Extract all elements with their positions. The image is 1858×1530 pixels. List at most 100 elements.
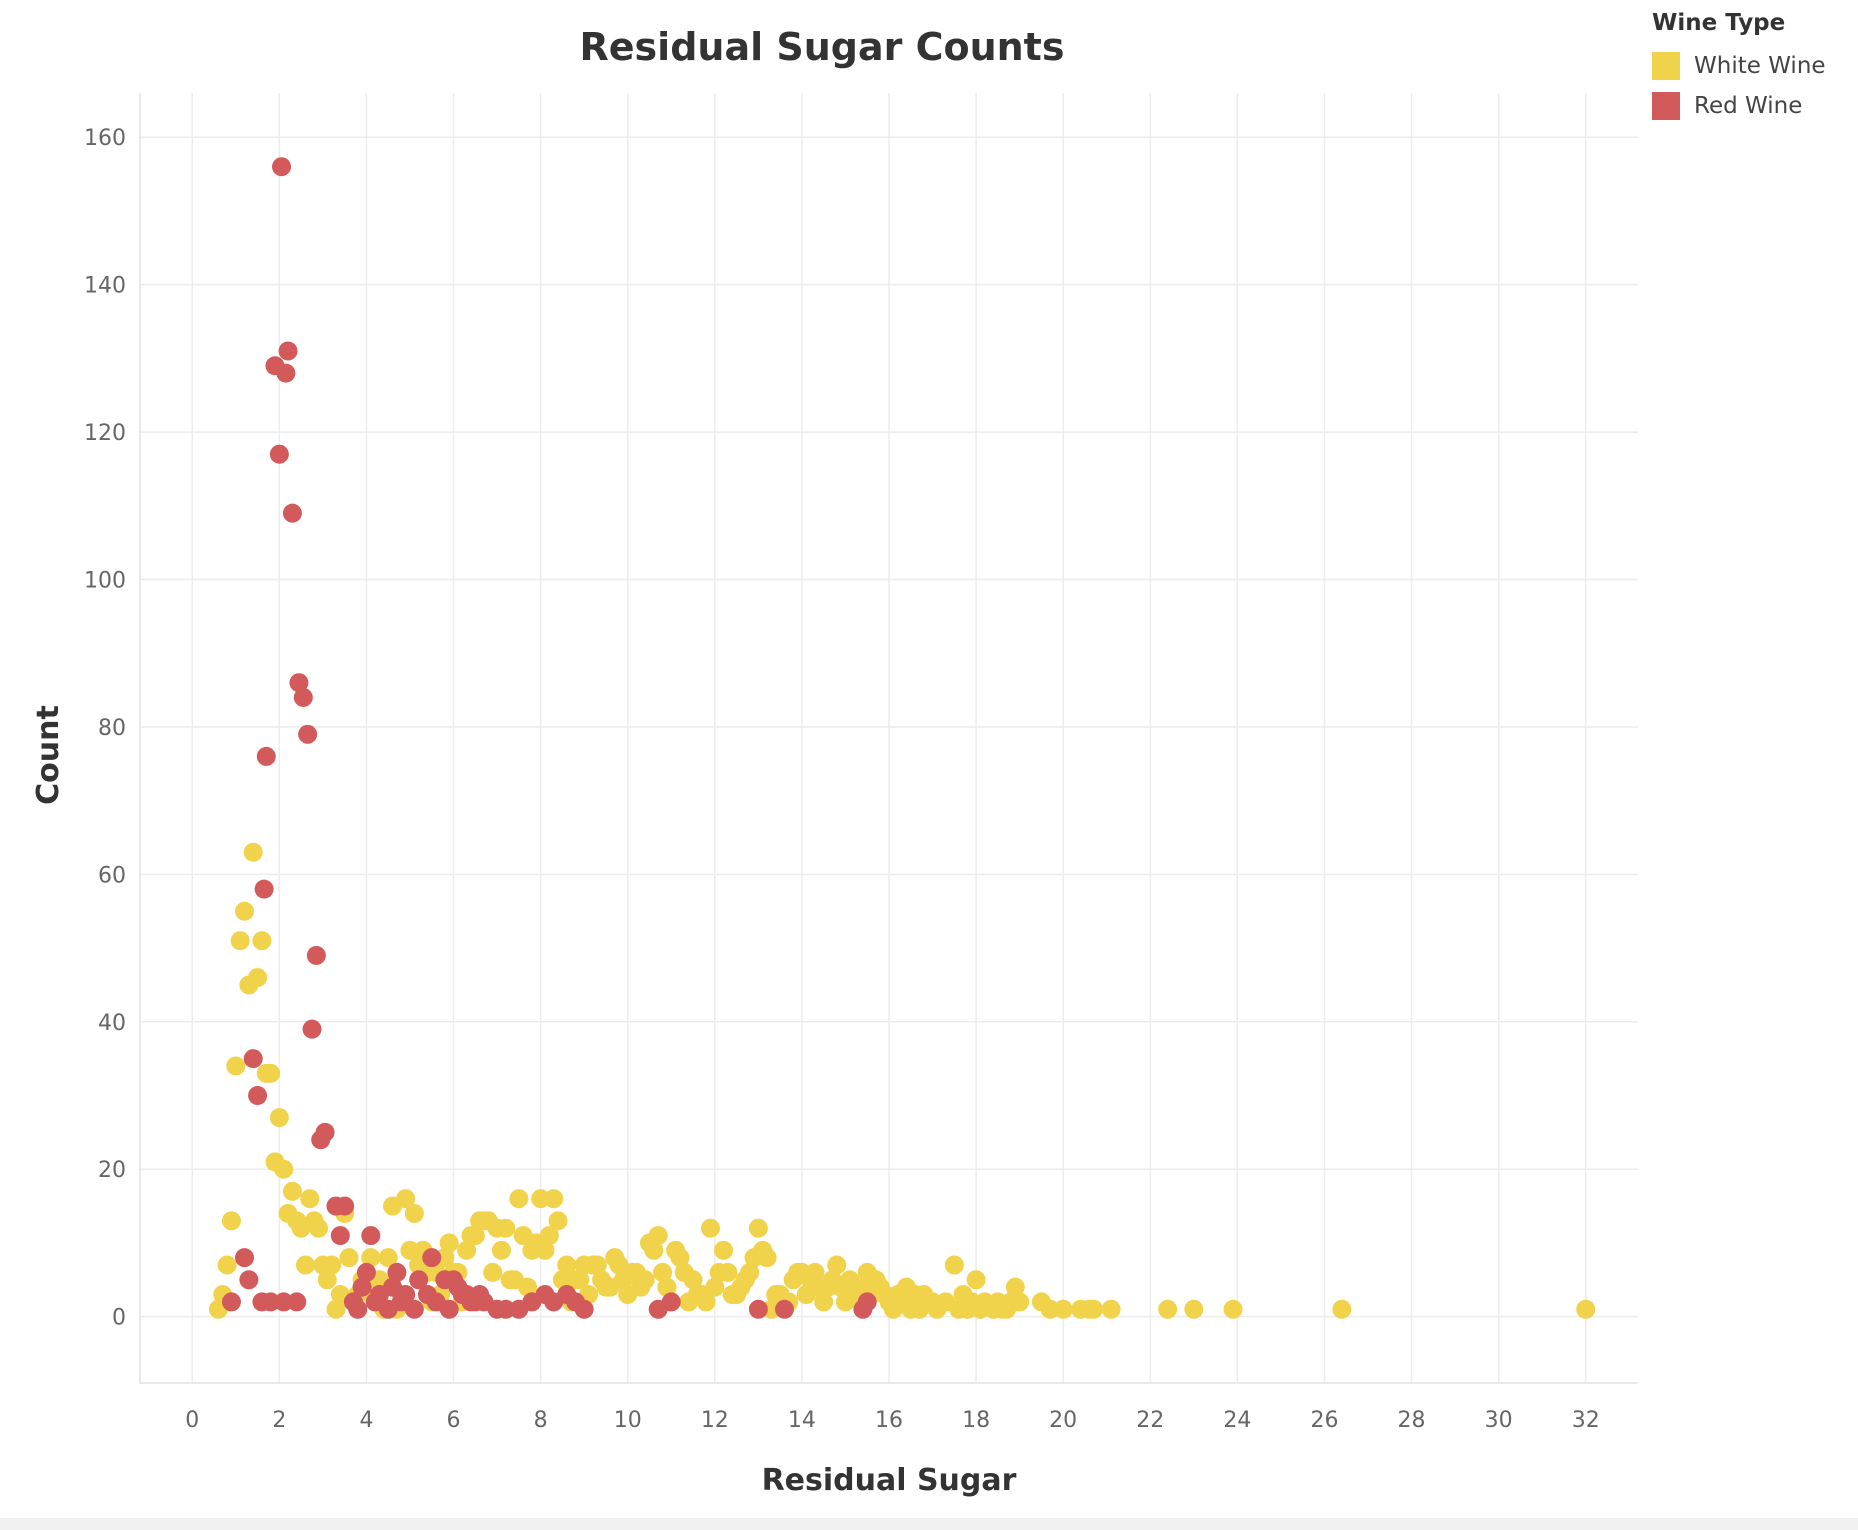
legend-item-red-wine[interactable]: Red Wine <box>1652 86 1852 126</box>
data-point-white-wine <box>648 1226 668 1246</box>
data-point-red-wine <box>261 1292 281 1312</box>
data-point-red-wine <box>439 1299 459 1319</box>
data-point-red-wine <box>661 1292 681 1312</box>
data-point-white-wine <box>1101 1299 1121 1319</box>
legend-item-white-wine[interactable]: White Wine <box>1652 46 1852 86</box>
data-point-red-wine <box>361 1226 381 1246</box>
data-point-white-wine <box>295 1255 315 1275</box>
legend-label-white-wine: White Wine <box>1694 53 1826 79</box>
x-tick-label: 30 <box>1485 1408 1513 1433</box>
data-point-white-wine <box>518 1277 538 1297</box>
legend-swatch-white-wine <box>1652 52 1680 80</box>
data-point-red-wine <box>248 1086 268 1106</box>
data-point-white-wine <box>696 1292 716 1312</box>
data-point-white-wine <box>439 1233 459 1253</box>
data-point-red-wine <box>298 724 318 744</box>
x-tick-label: 6 <box>447 1408 461 1433</box>
data-point-red-wine <box>282 503 302 523</box>
y-tick-label: 160 <box>84 126 126 151</box>
data-point-white-wine <box>309 1218 329 1238</box>
data-point-red-wine <box>422 1248 442 1268</box>
data-point-red-wine <box>404 1299 424 1319</box>
x-tick-label: 32 <box>1572 1408 1600 1433</box>
x-tick-label: 22 <box>1136 1408 1164 1433</box>
data-point-red-wine <box>335 1196 355 1216</box>
data-point-white-wine <box>322 1255 342 1275</box>
x-tick-label: 4 <box>359 1408 373 1433</box>
x-tick-label: 20 <box>1049 1408 1077 1433</box>
data-point-white-wine <box>317 1270 337 1290</box>
data-point-red-wine <box>289 673 309 693</box>
data-point-white-wine <box>221 1211 241 1231</box>
data-point-white-wine <box>1040 1299 1060 1319</box>
x-axis-ticks: 0 2 4 6 8 10 12 14 16 18 20 22 24 26 28 30 32 <box>185 1408 1599 1433</box>
data-point-white-wine <box>404 1203 424 1223</box>
y-tick-label: 20 <box>98 1158 126 1183</box>
data-point-white-wine <box>805 1262 825 1282</box>
data-point-red-wine <box>409 1270 429 1290</box>
data-point-white-wine <box>1576 1299 1596 1319</box>
x-tick-label: 0 <box>185 1408 199 1433</box>
data-point-white-wine <box>235 901 255 921</box>
data-point-white-wine <box>230 931 250 951</box>
data-point-white-wine <box>361 1248 381 1268</box>
data-point-white-wine <box>491 1240 511 1260</box>
data-point-white-wine <box>274 1159 294 1179</box>
data-point-white-wine <box>300 1189 320 1209</box>
data-point-white-wine <box>544 1189 564 1209</box>
data-point-white-wine <box>714 1240 734 1260</box>
data-point-white-wine <box>483 1262 503 1282</box>
data-point-red-wine <box>356 1262 376 1282</box>
data-point-red-wine <box>221 1292 241 1312</box>
data-point-white-wine <box>282 1181 302 1201</box>
data-point-white-wine <box>570 1270 590 1290</box>
data-point-red-wine <box>857 1292 877 1312</box>
data-point-white-wine <box>705 1277 725 1297</box>
data-point-red-wine <box>276 363 296 383</box>
data-point-white-wine <box>378 1248 398 1268</box>
data-point-red-wine <box>396 1285 416 1305</box>
legend-swatch-red-wine <box>1652 92 1680 120</box>
data-point-white-wine <box>509 1189 529 1209</box>
data-point-white-wine <box>740 1262 760 1282</box>
data-point-red-wine <box>330 1226 350 1246</box>
data-point-red-wine <box>302 1019 322 1039</box>
data-point-white-wine <box>261 1063 281 1083</box>
data-point-red-wine <box>278 341 298 361</box>
data-point-red-wine <box>287 1292 307 1312</box>
gridlines <box>139 93 1638 1384</box>
data-point-red-wine <box>239 1270 259 1290</box>
data-point-red-wine <box>496 1299 516 1319</box>
x-tick-label: 28 <box>1398 1408 1426 1433</box>
y-tick-label: 40 <box>98 1011 126 1036</box>
x-tick-label: 8 <box>534 1408 548 1433</box>
x-tick-label: 12 <box>701 1408 729 1433</box>
data-point-white-wine <box>587 1255 607 1275</box>
x-tick-label: 2 <box>272 1408 286 1433</box>
data-point-red-wine <box>256 746 276 766</box>
data-point-white-wine <box>700 1218 720 1238</box>
data-point-white-wine <box>465 1226 485 1246</box>
data-point-white-wine <box>653 1262 673 1282</box>
data-point-red-wine <box>306 945 326 965</box>
data-point-white-wine <box>1010 1292 1030 1312</box>
y-axis-ticks: 0 20 40 60 80 100 120 140 160 <box>84 126 126 1330</box>
legend-title: Wine Type <box>1652 10 1786 36</box>
data-point-white-wine <box>269 1108 289 1128</box>
data-point-white-wine <box>657 1277 677 1297</box>
y-tick-label: 100 <box>84 569 126 594</box>
data-point-red-wine <box>272 157 292 177</box>
legend-label-red-wine: Red Wine <box>1694 93 1803 119</box>
data-point-white-wine <box>531 1189 551 1209</box>
x-axis-title: Residual Sugar <box>762 1463 1017 1498</box>
data-point-white-wine <box>435 1248 455 1268</box>
data-point-white-wine <box>1053 1299 1073 1319</box>
data-point-red-wine <box>348 1299 368 1319</box>
chart-title: Residual Sugar Counts <box>580 25 1065 69</box>
y-axis-title: Count <box>31 705 66 805</box>
data-point-white-wine <box>326 1299 346 1319</box>
y-tick-label: 0 <box>112 1306 126 1331</box>
data-point-white-wine <box>552 1270 572 1290</box>
data-point-white-wine <box>1223 1299 1243 1319</box>
